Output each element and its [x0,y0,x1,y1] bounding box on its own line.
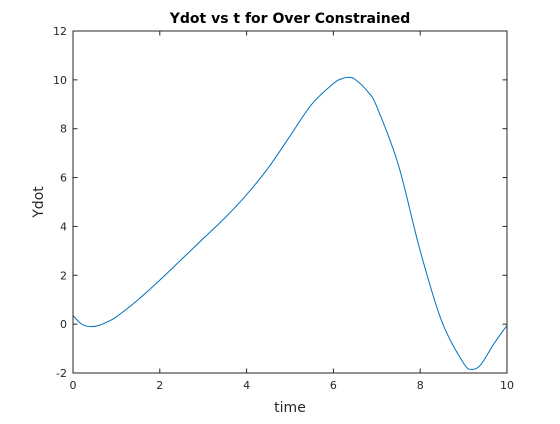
y-tick-label: 2 [60,269,67,282]
x-tick-label: 8 [417,379,424,392]
y-tick-label: 12 [53,25,67,38]
chart-title: Ydot vs t for Over Constrained [169,11,411,27]
x-axis-label: time [274,400,306,416]
y-tick-label: 6 [60,172,67,185]
y-tick-label: 8 [60,123,67,136]
y-tick-label: 0 [60,318,67,331]
series-layer [72,76,508,370]
x-tick-label: 2 [156,379,163,392]
x-tick-label: 0 [70,379,77,392]
y-tick-label: 4 [60,220,67,233]
x-tick-label: 6 [330,379,337,392]
x-tick-label: 4 [243,379,250,392]
y-axis-label: Ydot [31,186,47,219]
axes-box [72,30,508,374]
y-tick-label: 10 [53,74,67,87]
series-line-0 [72,76,508,370]
y-tick-label: -2 [56,367,67,380]
axes-background [73,31,507,373]
x-tick-label: 10 [500,379,514,392]
